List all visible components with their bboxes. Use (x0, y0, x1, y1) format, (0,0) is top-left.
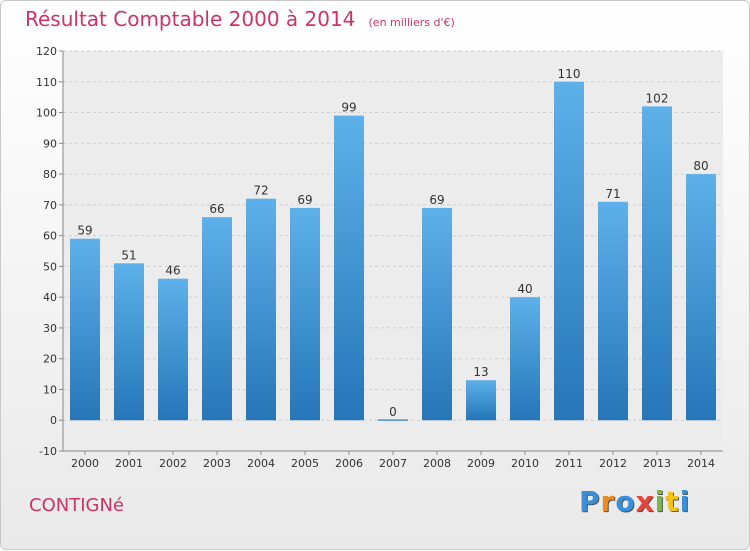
data-label: 59 (77, 224, 92, 238)
y-tick-label: 50 (43, 260, 57, 273)
data-label: 72 (253, 184, 268, 198)
logo-letter: r (600, 485, 616, 518)
chart-title-main: Résultat Comptable 2000 à 2014 (25, 7, 356, 31)
y-tick-label: 30 (43, 322, 57, 335)
x-tick-label: 2005 (291, 457, 319, 470)
logo-letter: P (579, 485, 601, 518)
y-tick-label: 90 (43, 137, 57, 150)
bar (422, 207, 452, 421)
x-tick-label: 2014 (687, 457, 715, 470)
y-tick-label: -10 (39, 445, 57, 458)
x-tick-label: 2008 (423, 457, 451, 470)
y-tick-label: 120 (36, 45, 57, 58)
data-label: 80 (693, 159, 708, 173)
bar (334, 115, 364, 421)
bar (290, 207, 320, 421)
data-label: 66 (209, 202, 224, 216)
x-tick-label: 2011 (555, 457, 583, 470)
bar (642, 106, 672, 421)
bar (246, 198, 276, 421)
x-tick-label: 2007 (379, 457, 407, 470)
y-tick-label: 60 (43, 230, 57, 243)
logo-letter: i (654, 485, 666, 518)
data-label: 69 (297, 193, 312, 207)
logo-letter: t (665, 485, 680, 518)
data-label: 0 (389, 405, 397, 419)
logo-letter: i (679, 485, 691, 518)
x-tick-label: 2012 (599, 457, 627, 470)
x-tick-label: 2000 (71, 457, 99, 470)
x-tick-label: 2001 (115, 457, 143, 470)
x-tick-label: 2010 (511, 457, 539, 470)
logo-letter: x (635, 485, 655, 518)
x-tick-label: 2006 (335, 457, 363, 470)
bar (378, 419, 408, 421)
x-tick-label: 2003 (203, 457, 231, 470)
bar (158, 278, 188, 421)
bar (554, 81, 584, 421)
data-label: 51 (121, 248, 136, 262)
place-name: CONTIGNé (29, 495, 124, 516)
bar (466, 380, 496, 421)
y-tick-label: 70 (43, 199, 57, 212)
bar (598, 201, 628, 421)
bar (114, 263, 144, 421)
data-label: 102 (646, 91, 669, 105)
y-tick-label: 100 (36, 107, 57, 120)
proxiti-logo: Proxiti (579, 485, 690, 518)
logo-letter: o (615, 485, 636, 518)
x-tick-label: 2009 (467, 457, 495, 470)
y-tick-label: 110 (36, 76, 57, 89)
bar (510, 297, 540, 421)
chart-title: Résultat Comptable 2000 à 2014 (en milli… (25, 7, 455, 31)
data-label: 46 (165, 264, 180, 278)
y-tick-label: 10 (43, 383, 57, 396)
y-tick-label: 80 (43, 168, 57, 181)
bar (686, 174, 716, 421)
bar (70, 238, 100, 421)
data-label: 71 (605, 187, 620, 201)
data-label: 40 (517, 282, 532, 296)
x-tick-label: 2004 (247, 457, 275, 470)
bar (202, 217, 232, 421)
data-label: 69 (429, 193, 444, 207)
x-tick-label: 2002 (159, 457, 187, 470)
data-label: 13 (473, 365, 488, 379)
chart-title-unit: (en milliers d'€) (368, 16, 455, 29)
y-tick-label: 20 (43, 353, 57, 366)
data-label: 99 (341, 101, 356, 115)
y-tick-label: 0 (50, 414, 57, 427)
y-tick-label: 40 (43, 291, 57, 304)
data-label: 110 (558, 67, 581, 81)
x-tick-label: 2013 (643, 457, 671, 470)
